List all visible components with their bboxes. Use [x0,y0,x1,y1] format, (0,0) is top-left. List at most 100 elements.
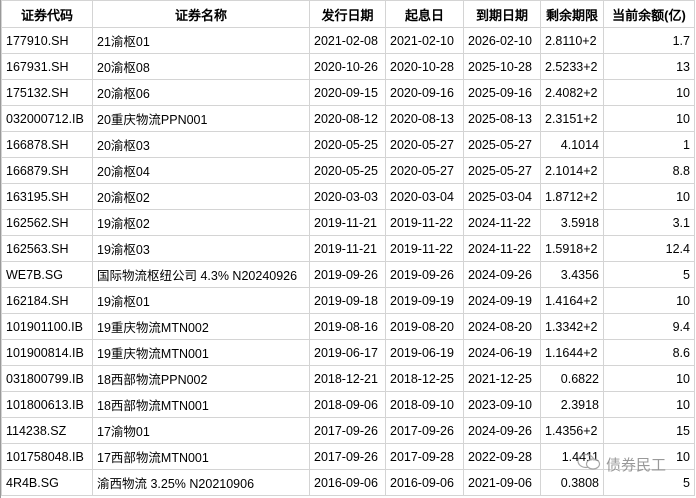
table-cell[interactable]: 20渝枢04 [92,157,310,184]
table-cell[interactable]: 2017-09-26 [385,417,464,444]
table-cell[interactable]: 19渝枢01 [92,287,310,314]
table-cell[interactable]: 2021-12-25 [463,365,541,392]
table-cell[interactable]: 2024-09-26 [463,417,541,444]
table-cell[interactable]: 2017-09-26 [309,443,386,470]
table-cell[interactable]: 2018-12-25 [385,365,464,392]
table-cell[interactable]: 2017-09-26 [309,417,386,444]
table-cell[interactable]: 19重庆物流MTN002 [92,313,310,340]
table-cell[interactable]: 2018-09-10 [385,391,464,418]
column-header[interactable]: 起息日 [385,0,464,28]
table-cell[interactable]: 2020-05-25 [309,157,386,184]
table-cell[interactable]: 19渝枢02 [92,209,310,236]
table-cell[interactable]: 5 [603,261,695,288]
table-cell[interactable]: 17渝物01 [92,417,310,444]
table-cell[interactable]: 4R4B.SG [1,469,93,496]
column-header[interactable]: 证券代码 [1,0,93,28]
table-cell[interactable]: 101900814.IB [1,339,93,366]
table-cell[interactable]: 166879.SH [1,157,93,184]
table-cell[interactable]: 2016-09-06 [309,469,386,496]
table-cell[interactable]: 2019-08-20 [385,313,464,340]
table-cell[interactable]: 15 [603,417,695,444]
table-cell[interactable]: 2018-09-06 [309,391,386,418]
table-cell[interactable]: 032000712.IB [1,105,93,132]
table-cell[interactable]: 10 [603,443,695,470]
table-cell[interactable]: 13 [603,53,695,80]
table-cell[interactable]: 101800613.IB [1,391,93,418]
table-cell[interactable]: 3.1 [603,209,695,236]
table-cell[interactable]: 163195.SH [1,183,93,210]
table-cell[interactable]: 2026-02-10 [463,27,541,54]
table-cell[interactable]: 2022-09-28 [463,443,541,470]
table-cell[interactable]: 2.1014+2 [540,157,604,184]
table-cell[interactable]: 175132.SH [1,79,93,106]
table-cell[interactable]: 167931.SH [1,53,93,80]
table-cell[interactable]: 2.4082+2 [540,79,604,106]
table-cell[interactable]: 2.3918 [540,391,604,418]
table-cell[interactable]: 162562.SH [1,209,93,236]
table-cell[interactable]: 8.8 [603,157,695,184]
column-header[interactable]: 当前余额(亿) [603,0,695,28]
table-cell[interactable]: 1 [603,131,695,158]
table-cell[interactable]: 2021-02-08 [309,27,386,54]
table-cell[interactable]: 2024-08-20 [463,313,541,340]
table-cell[interactable]: 2025-03-04 [463,183,541,210]
table-cell[interactable]: 10 [603,79,695,106]
table-cell[interactable]: 2019-08-16 [309,313,386,340]
table-cell[interactable]: 162563.SH [1,235,93,262]
table-cell[interactable]: 1.3342+2 [540,313,604,340]
table-cell[interactable]: 1.4356+2 [540,417,604,444]
table-cell[interactable]: 3.4356 [540,261,604,288]
table-cell[interactable]: 10 [603,287,695,314]
table-cell[interactable]: 2.5233+2 [540,53,604,80]
table-cell[interactable]: 2019-09-18 [309,287,386,314]
table-cell[interactable]: 19渝枢03 [92,235,310,262]
table-cell[interactable]: 2020-08-13 [385,105,464,132]
table-cell[interactable]: 18西部物流PPN002 [92,365,310,392]
column-header[interactable]: 证券名称 [92,0,310,28]
table-cell[interactable]: 0.3808 [540,469,604,496]
table-cell[interactable]: WE7B.SG [1,261,93,288]
table-cell[interactable]: 9.4 [603,313,695,340]
table-cell[interactable]: 2025-10-28 [463,53,541,80]
table-cell[interactable]: 2020-09-16 [385,79,464,106]
table-cell[interactable]: 21渝枢01 [92,27,310,54]
table-cell[interactable]: 2020-10-26 [309,53,386,80]
table-cell[interactable]: 10 [603,105,695,132]
table-cell[interactable]: 18西部物流MTN001 [92,391,310,418]
table-cell[interactable]: 2020-05-27 [385,157,464,184]
table-cell[interactable]: 0.6822 [540,365,604,392]
table-cell[interactable]: 2024-06-19 [463,339,541,366]
table-cell[interactable]: 114238.SZ [1,417,93,444]
table-cell[interactable]: 2019-06-19 [385,339,464,366]
table-cell[interactable]: 2017-09-28 [385,443,464,470]
table-cell[interactable]: 031800799.IB [1,365,93,392]
table-cell[interactable]: 2019-11-22 [385,235,464,262]
table-cell[interactable]: 2021-09-06 [463,469,541,496]
table-cell[interactable]: 2025-05-27 [463,157,541,184]
table-cell[interactable]: 2019-11-22 [385,209,464,236]
table-cell[interactable]: 2020-10-28 [385,53,464,80]
table-cell[interactable]: 2019-11-21 [309,235,386,262]
table-cell[interactable]: 101901100.IB [1,313,93,340]
table-cell[interactable]: 20渝枢08 [92,53,310,80]
table-cell[interactable]: 10 [603,365,695,392]
table-cell[interactable]: 2025-05-27 [463,131,541,158]
column-header[interactable]: 剩余期限 [540,0,604,28]
table-cell[interactable]: 12.4 [603,235,695,262]
table-cell[interactable]: 19重庆物流MTN001 [92,339,310,366]
table-cell[interactable]: 17西部物流MTN001 [92,443,310,470]
table-cell[interactable]: 2020-05-25 [309,131,386,158]
table-cell[interactable]: 2024-09-26 [463,261,541,288]
table-cell[interactable]: 2023-09-10 [463,391,541,418]
table-cell[interactable]: 10 [603,391,695,418]
table-cell[interactable]: 5 [603,469,695,496]
table-cell[interactable]: 2019-09-26 [385,261,464,288]
table-cell[interactable]: 2020-09-15 [309,79,386,106]
table-cell[interactable]: 20渝枢02 [92,183,310,210]
table-cell[interactable]: 2020-03-03 [309,183,386,210]
table-cell[interactable]: 2024-09-19 [463,287,541,314]
table-cell[interactable]: 1.7 [603,27,695,54]
table-cell[interactable]: 2024-11-22 [463,235,541,262]
table-cell[interactable]: 2019-09-26 [309,261,386,288]
table-cell[interactable]: 2016-09-06 [385,469,464,496]
